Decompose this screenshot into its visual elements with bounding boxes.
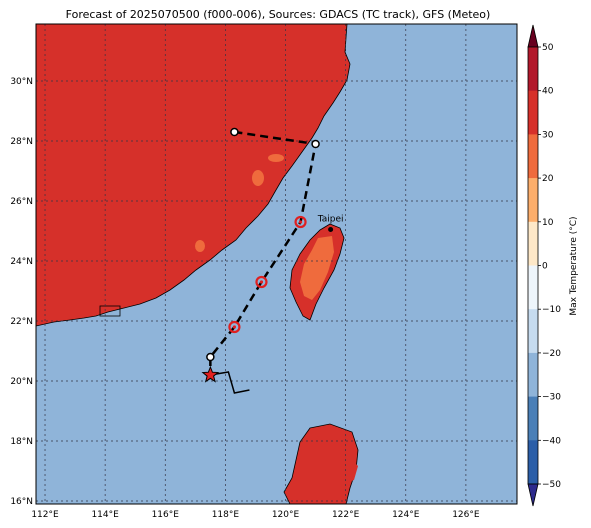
colorbar-tick-label: 0 <box>542 262 548 272</box>
tc-marker <box>311 139 320 149</box>
colorbar-tick-label: −50 <box>542 480 561 490</box>
lat-tick-label: 18°N <box>10 437 33 447</box>
figure-title: Forecast of 2025070500 (f000-006), Sourc… <box>66 8 491 21</box>
lat-tick-label: 28°N <box>10 137 33 147</box>
colorbar-tick-label: −10 <box>542 305 561 315</box>
colorbar-tick-label: −40 <box>542 436 561 446</box>
warm-patch <box>252 170 264 186</box>
lon-tick-label: 114°E <box>91 510 119 520</box>
lat-tick-label: 30°N <box>10 77 33 87</box>
colorbar-band <box>528 309 538 354</box>
colorbar-tick-label: 10 <box>542 218 554 228</box>
colorbar-tick-label: 30 <box>542 130 554 140</box>
colorbar-band <box>528 90 538 135</box>
gridlines <box>36 24 517 504</box>
lat-tick-label: 24°N <box>10 257 33 267</box>
colorbar-band <box>528 178 538 223</box>
warm-patch <box>268 154 284 162</box>
tc-observed-path <box>210 371 250 394</box>
lon-tick-label: 118°E <box>212 510 240 520</box>
lon-tick-label: 120°E <box>272 510 300 520</box>
colorbar-tick-label: −20 <box>542 349 561 359</box>
taipei-label: Taipei <box>317 215 344 225</box>
colorbar-band <box>528 440 538 485</box>
map-frame <box>35 23 518 505</box>
tc-marker <box>206 352 215 362</box>
taiwan-warm-region <box>300 236 334 300</box>
coast-box <box>99 305 121 317</box>
colorbar-band <box>528 134 538 179</box>
colorbar-tick-label: 20 <box>542 174 554 184</box>
tc-marker-red <box>228 320 241 334</box>
colorbar-band <box>528 265 538 310</box>
tc-marker-center <box>259 280 264 284</box>
colorbar-band <box>528 47 538 92</box>
lat-tick-label: 26°N <box>10 197 33 207</box>
lon-tick-label: 116°E <box>152 510 180 520</box>
colorbar-label: Max Temperature (°C) <box>569 216 579 315</box>
lon-tick-label: 126°E <box>452 510 480 520</box>
colorbar-tick-label: 40 <box>542 87 554 97</box>
colorbar: 50 40 30 20 10 0 −10 −20 −30 −40 −50 <box>527 24 561 507</box>
lat-tick-label: 22°N <box>10 317 33 327</box>
tc-marker-red <box>255 275 268 289</box>
map-area: Taipei <box>36 24 517 504</box>
tc-marker-red <box>294 215 307 229</box>
taipei-marker <box>328 227 334 232</box>
tc-track-markers <box>206 127 320 362</box>
lon-tick-label: 124°E <box>392 510 420 520</box>
colorbar-extend-bottom <box>527 483 539 507</box>
colorbar-band <box>528 352 538 398</box>
tc-marker-center <box>298 220 303 224</box>
latitude-ticks: 16°N 18°N 20°N 22°N 24°N 26°N 28°N 30°N <box>10 77 33 507</box>
lon-tick-label: 112°E <box>31 510 59 520</box>
longitude-ticks: 112°E 114°E 116°E 118°E 120°E 122°E 124°E 126°E <box>31 510 480 520</box>
colorbar-band <box>528 221 538 266</box>
colorbar-tick-label: 50 <box>542 43 554 53</box>
tc-marker-center <box>232 325 237 329</box>
lon-tick-label: 122°E <box>332 510 360 520</box>
colorbar-band <box>528 396 538 441</box>
warm-patch <box>195 240 205 252</box>
lat-tick-label: 20°N <box>10 377 33 387</box>
luzon-hot-region <box>326 456 358 486</box>
colorbar-tick-label: −30 <box>542 393 561 403</box>
colorbar-extend-top <box>527 24 539 48</box>
tc-marker <box>230 127 239 137</box>
lat-tick-label: 16°N <box>10 497 33 507</box>
china-landmass <box>36 24 351 327</box>
current-position-star-icon <box>201 365 220 383</box>
